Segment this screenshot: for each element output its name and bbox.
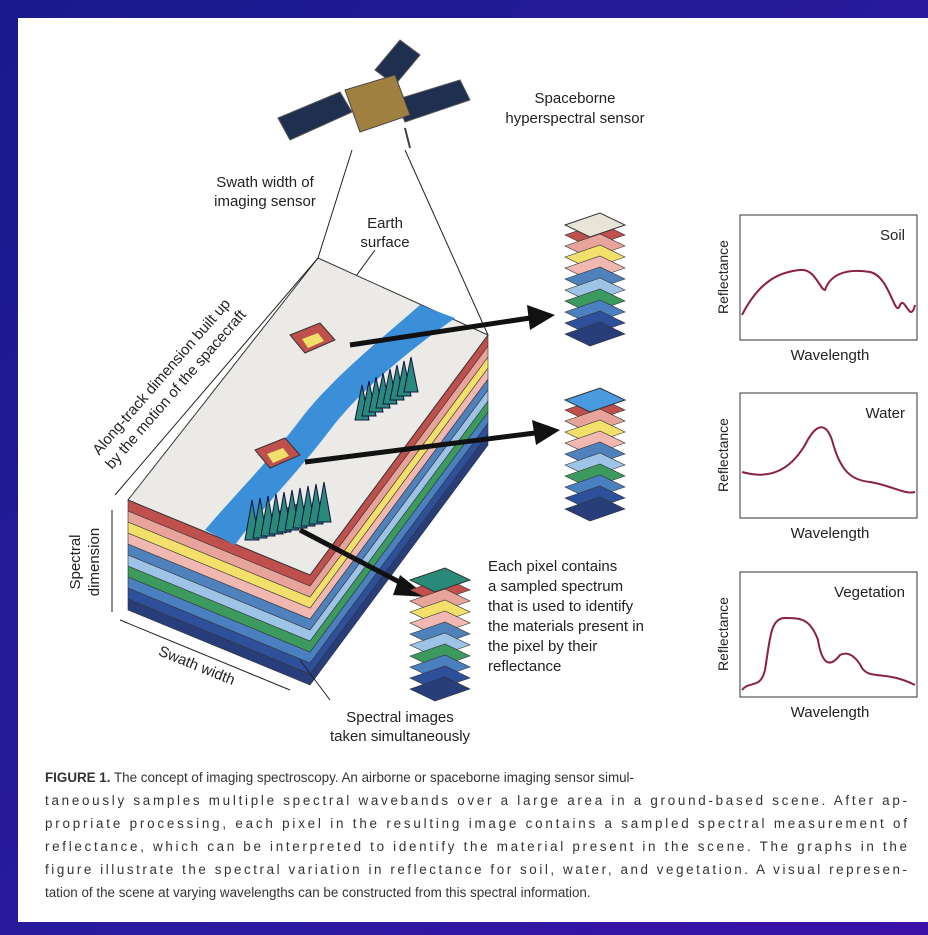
y-axis-label: Reflectance bbox=[715, 597, 731, 671]
x-axis-label: Wavelength bbox=[791, 704, 870, 721]
y-axis-label: Reflectance bbox=[715, 418, 731, 492]
x-axis-label: Wavelength bbox=[791, 347, 870, 364]
x-axis-label: Wavelength bbox=[791, 525, 870, 542]
caption-line: taneously samples multiple spectral wave… bbox=[45, 793, 907, 808]
figure: Spacebornehyperspectral sensor Swath wid… bbox=[0, 0, 928, 935]
graph-name: Water bbox=[866, 405, 905, 422]
graph-name: Soil bbox=[880, 227, 905, 244]
caption: FIGURE 1. The concept of imaging spectro… bbox=[45, 770, 634, 785]
caption-line: tation of the scene at varying wavelengt… bbox=[45, 885, 591, 900]
graphs: Soil Wavelength Reflectance Water Wavelength… bbox=[715, 215, 917, 721]
graph-name: Vegetation bbox=[834, 584, 905, 601]
y-axis-label: Reflectance bbox=[715, 240, 731, 314]
